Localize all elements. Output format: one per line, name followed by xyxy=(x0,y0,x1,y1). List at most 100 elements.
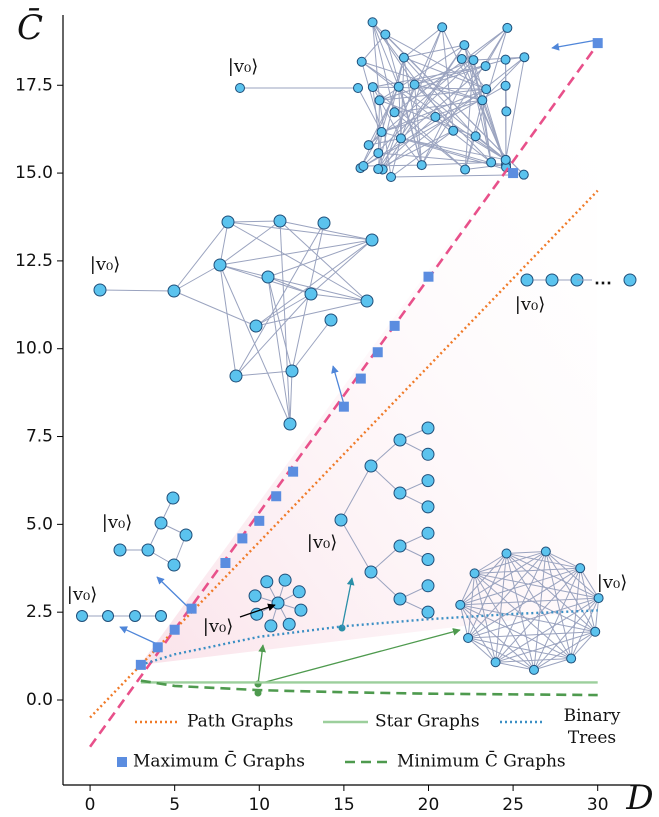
graph-node xyxy=(520,53,529,62)
x-tick-label: 20 xyxy=(418,795,440,815)
graph-node xyxy=(359,162,368,171)
graph-node xyxy=(464,634,473,643)
graph-edge xyxy=(468,638,571,659)
graph-node xyxy=(478,96,487,105)
legend-label: Path Graphs xyxy=(187,712,293,732)
graph-node xyxy=(261,576,273,588)
graph-node xyxy=(394,82,403,91)
marker xyxy=(339,402,349,412)
graph-node xyxy=(503,23,512,32)
graph-edge xyxy=(268,240,372,277)
graph-edge xyxy=(468,632,595,638)
graph-node xyxy=(417,161,426,170)
graph-node xyxy=(530,665,539,674)
graph-node xyxy=(624,274,636,286)
marker xyxy=(237,533,247,543)
graph-node xyxy=(422,580,434,592)
annotation: ⋯ xyxy=(594,273,612,294)
graph-node xyxy=(368,18,377,27)
annotation: |v₀⟩ xyxy=(203,616,233,637)
graph-node xyxy=(354,84,363,93)
graph-node xyxy=(325,314,337,326)
graph-node xyxy=(155,517,167,529)
graph-node xyxy=(214,259,226,271)
marker xyxy=(593,38,603,48)
graph-node xyxy=(387,172,396,181)
x-tick-label: 0 xyxy=(85,795,96,815)
graph-edge xyxy=(174,265,220,291)
graph-edge xyxy=(280,221,367,301)
graph-node xyxy=(390,108,399,117)
annotation: |v₀⟩ xyxy=(515,294,545,315)
graph-node xyxy=(482,85,491,94)
graph-node xyxy=(469,56,478,65)
annotation: |v₀⟩ xyxy=(597,572,627,593)
marker xyxy=(356,374,366,384)
y-tick-label: 15.0 xyxy=(15,163,53,183)
graph-node xyxy=(422,501,434,513)
y-tick-label: 12.5 xyxy=(15,251,53,271)
graph-node xyxy=(410,80,419,89)
x-axis-label: D xyxy=(625,778,653,817)
x-tick-label: 10 xyxy=(248,795,270,815)
graph-node xyxy=(456,600,465,609)
graph-node xyxy=(576,564,585,573)
graph-node xyxy=(361,295,373,307)
graph-node xyxy=(396,134,405,143)
graph-node xyxy=(262,271,274,283)
graph-node xyxy=(236,84,245,93)
marker xyxy=(220,558,230,568)
graph-node xyxy=(375,96,384,105)
y-tick-label: 10.0 xyxy=(15,339,53,359)
annotation: |v₀⟩ xyxy=(307,532,337,553)
graph-node xyxy=(374,165,383,174)
graph-node xyxy=(130,611,141,622)
graph-node xyxy=(222,216,234,228)
graph-node xyxy=(94,284,106,296)
graph-edge xyxy=(311,294,367,301)
graph-node xyxy=(501,81,510,90)
graph-node xyxy=(431,112,440,121)
graph-node xyxy=(461,165,470,174)
graph-node xyxy=(481,62,490,71)
y-axis-label: C̄ xyxy=(17,7,43,48)
graph-node xyxy=(318,217,330,229)
graph-node xyxy=(293,586,305,598)
graph-node xyxy=(366,234,378,246)
x-tick-label: 5 xyxy=(169,795,180,815)
graph-node xyxy=(250,320,262,332)
graph-node xyxy=(279,574,291,586)
graph-node xyxy=(168,559,180,571)
graph-node xyxy=(295,604,307,616)
graph-node xyxy=(364,141,373,150)
graph-node xyxy=(394,540,406,552)
graph-node xyxy=(77,611,88,622)
graph-edge xyxy=(358,88,382,132)
x-tick-label: 25 xyxy=(502,795,524,815)
graph-node xyxy=(142,544,154,556)
graph-edge xyxy=(468,638,495,662)
graph-node xyxy=(422,448,434,460)
graph-node xyxy=(394,487,406,499)
graph-node xyxy=(265,620,277,632)
graph-node xyxy=(399,53,408,62)
graph-node xyxy=(519,170,528,179)
graph-node xyxy=(491,658,500,667)
marker xyxy=(170,625,180,635)
graph-node xyxy=(449,126,458,135)
graph-node xyxy=(274,215,286,227)
legend-marker xyxy=(117,757,127,767)
marker xyxy=(288,467,298,477)
graph-node xyxy=(422,422,434,434)
graph-node xyxy=(374,149,383,158)
arrow xyxy=(157,577,189,608)
graph-edge xyxy=(174,222,228,291)
graph-node xyxy=(103,611,114,622)
y-tick-label: 17.5 xyxy=(15,75,53,95)
graph-node xyxy=(365,566,377,578)
graph-node xyxy=(394,434,406,446)
graph-edge xyxy=(220,265,236,376)
graph-node xyxy=(365,460,377,472)
graph-node xyxy=(368,83,377,92)
y-tick-label: 7.5 xyxy=(26,427,53,447)
